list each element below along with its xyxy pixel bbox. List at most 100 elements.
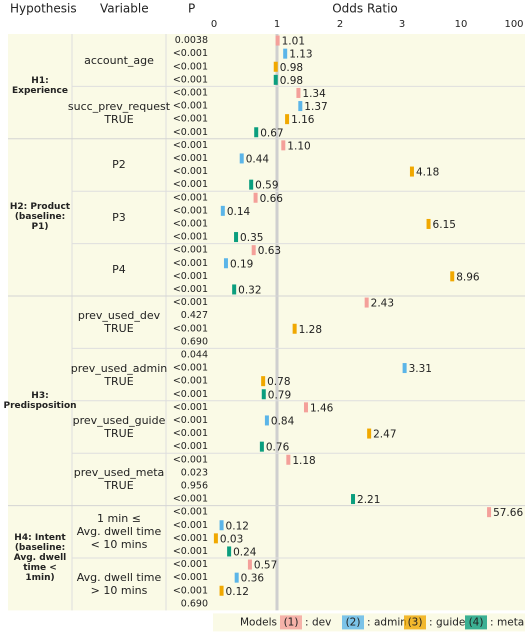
x-tick-label: 0 xyxy=(211,19,217,30)
p-value: <0.001 xyxy=(173,192,208,203)
odds-ratio-bar xyxy=(275,35,280,46)
p-value: <0.001 xyxy=(173,428,208,439)
legend-key: (2) xyxy=(346,616,361,628)
p-value: <0.001 xyxy=(173,441,208,452)
value-label: 0.12 xyxy=(226,586,249,598)
header: P xyxy=(188,2,195,16)
value-label: 1.16 xyxy=(291,114,315,126)
p-value: <0.001 xyxy=(173,101,208,112)
value-label: 1.37 xyxy=(304,101,327,113)
x-tick-label: 3 xyxy=(399,19,405,30)
p-value: 0.956 xyxy=(181,480,208,491)
p-value: 0.023 xyxy=(181,467,208,478)
value-label: 0.14 xyxy=(227,206,251,218)
p-value: <0.001 xyxy=(173,245,208,256)
legend-swatch xyxy=(404,615,426,630)
p-value: 0.427 xyxy=(181,310,208,321)
reference-line xyxy=(275,34,279,611)
odds-ratio-bar xyxy=(285,114,290,125)
value-label: 1.34 xyxy=(302,88,326,100)
value-label: 3.31 xyxy=(409,363,432,375)
value-label: 1.28 xyxy=(299,324,322,336)
p-value: <0.001 xyxy=(173,297,208,308)
p-value: <0.001 xyxy=(173,323,208,334)
legend-separator: : xyxy=(367,616,371,628)
value-label: 0.98 xyxy=(280,62,303,74)
odds-ratio-bar xyxy=(273,61,278,72)
variable-label: 1 min ≤ Avg. dwell time < 10 mins xyxy=(76,512,162,552)
value-label: 4.18 xyxy=(416,167,439,179)
p-value: <0.001 xyxy=(173,218,208,229)
legend-key: (4) xyxy=(469,616,484,628)
odds-ratio-bar xyxy=(213,533,218,544)
legend-separator: : xyxy=(305,616,309,628)
p-value: <0.001 xyxy=(173,166,208,177)
variable-label: prev_used_admin TRUE xyxy=(70,361,168,388)
odds-ratio-bar xyxy=(273,74,278,85)
odds-ratio-bar xyxy=(351,494,356,505)
odds-ratio-bar xyxy=(254,127,259,138)
p-value: <0.001 xyxy=(173,127,208,138)
p-value: <0.001 xyxy=(173,140,208,151)
odds-ratio-bar xyxy=(264,415,269,426)
value-label: 1.10 xyxy=(287,140,310,152)
odds-ratio-bar xyxy=(253,192,258,203)
value-label: 0.79 xyxy=(268,389,291,401)
p-value: <0.001 xyxy=(173,87,208,98)
x-tick-label: 2 xyxy=(337,19,343,30)
odds-ratio-bar xyxy=(402,363,407,374)
value-label: 0.44 xyxy=(246,153,270,165)
p-value: 0.044 xyxy=(181,349,208,360)
p-value: <0.001 xyxy=(173,546,208,557)
value-label: 6.15 xyxy=(433,219,456,231)
legend-title: Models xyxy=(240,616,277,628)
value-label: 0.12 xyxy=(226,520,249,532)
legend-separator: : xyxy=(490,616,494,628)
odds-ratio-bar xyxy=(292,323,297,334)
value-label: 1.46 xyxy=(310,402,334,414)
value-label: 0.35 xyxy=(240,232,263,244)
p-value: <0.001 xyxy=(173,153,208,164)
variable-label: P3 xyxy=(112,210,126,224)
p-value: <0.001 xyxy=(173,232,208,243)
p-value: <0.001 xyxy=(173,585,208,596)
p-value: <0.001 xyxy=(173,284,208,295)
p-value: <0.001 xyxy=(173,402,208,413)
variable-label: succ_prev_request TRUE xyxy=(67,99,171,126)
p-value: <0.001 xyxy=(173,61,208,72)
header: Variable xyxy=(100,2,149,16)
table-background xyxy=(8,34,525,611)
odds-ratio-bar xyxy=(239,153,244,164)
variable-label: prev_used_dev TRUE xyxy=(77,309,161,336)
odds-ratio-bar xyxy=(303,402,308,413)
variable-label: P4 xyxy=(112,263,126,277)
legend-key: (1) xyxy=(284,616,299,628)
p-value: <0.001 xyxy=(173,415,208,426)
odds-ratio-bar xyxy=(220,205,225,216)
odds-ratio-bar xyxy=(281,140,286,151)
p-value: <0.001 xyxy=(173,179,208,190)
value-label: 2.47 xyxy=(373,429,396,441)
value-label: 0.98 xyxy=(280,75,303,87)
value-label: 0.57 xyxy=(254,560,277,572)
odds-ratio-bar xyxy=(261,376,266,387)
variable-label: prev_used_meta TRUE xyxy=(73,466,165,493)
legend-key: (3) xyxy=(408,616,423,628)
odds-ratio-bar xyxy=(223,258,228,269)
p-value: <0.001 xyxy=(173,271,208,282)
legend-label: dev xyxy=(312,616,331,628)
value-label: 0.78 xyxy=(267,376,290,388)
value-label: 0.19 xyxy=(230,258,253,270)
x-tick-label: 100 xyxy=(504,19,523,30)
value-label: 0.36 xyxy=(241,573,265,585)
hypothesis-label: H1: Experience xyxy=(12,76,68,97)
odds-ratio-bar xyxy=(251,245,256,256)
odds-ratio-bar xyxy=(487,507,492,518)
value-label: 0.84 xyxy=(271,415,295,427)
odds-ratio-bar xyxy=(409,166,414,177)
x-tick-label: 1 xyxy=(274,19,280,30)
x-axis-title: Odds Ratio xyxy=(332,2,398,16)
p-value: 0.690 xyxy=(181,598,208,609)
odds-ratio-bar xyxy=(426,218,431,229)
